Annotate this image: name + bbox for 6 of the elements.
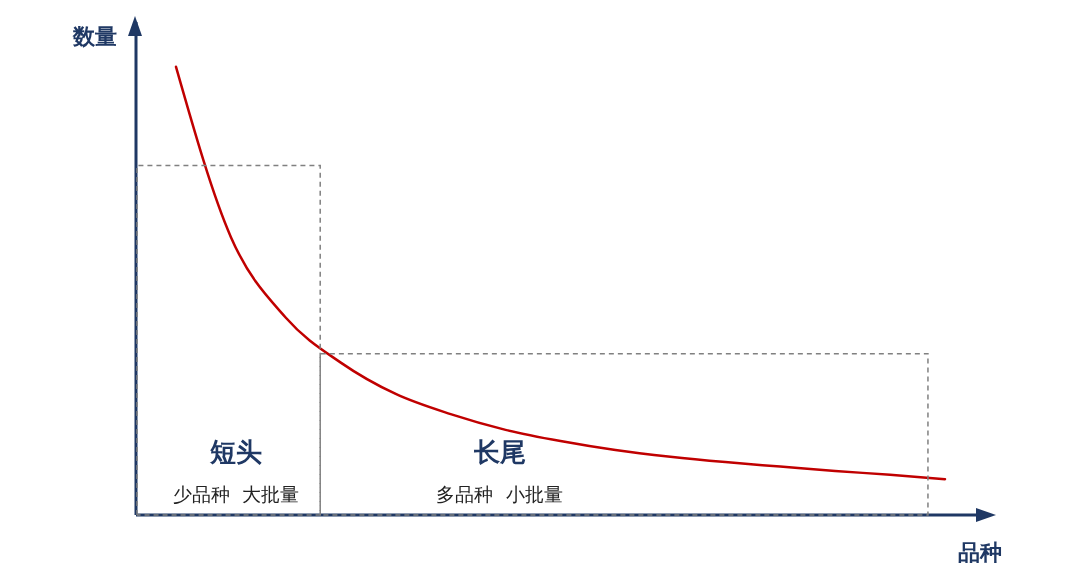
annotation: 多品种 小批量	[436, 483, 563, 505]
annotation: 少品种 大批量	[172, 483, 299, 505]
x-axis-title: 品种	[958, 540, 1002, 565]
annotation: 长尾	[472, 437, 526, 467]
annotation: 短头	[208, 437, 262, 467]
y-axis-title: 数量	[72, 24, 117, 49]
